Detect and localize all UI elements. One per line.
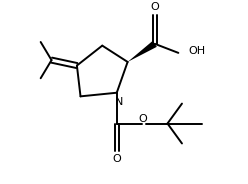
Text: N: N: [114, 97, 123, 107]
Polygon shape: [128, 41, 157, 62]
Text: O: O: [139, 114, 147, 124]
Text: O: O: [112, 154, 121, 164]
Text: O: O: [151, 2, 159, 12]
Text: OH: OH: [188, 46, 205, 56]
